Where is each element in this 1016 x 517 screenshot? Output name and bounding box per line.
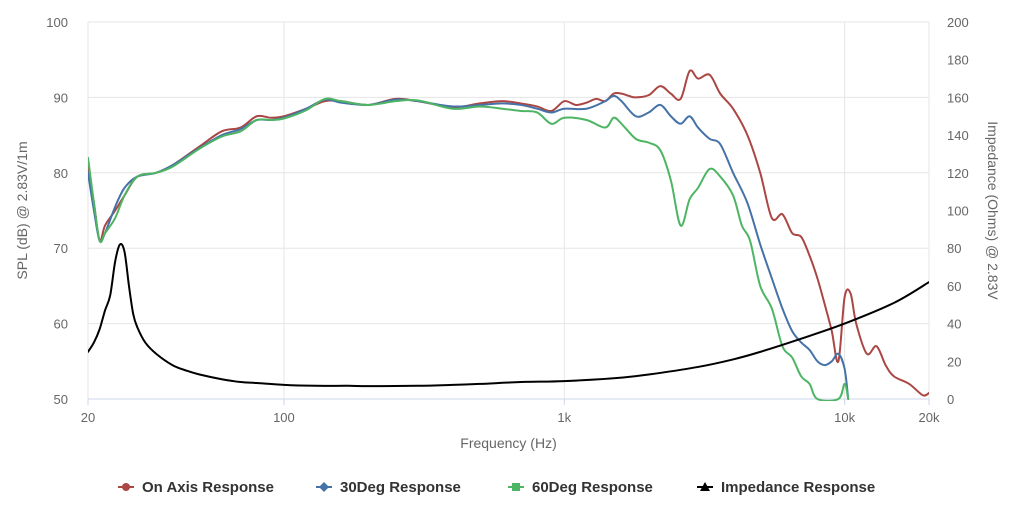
y-tick-label: 80: [54, 166, 68, 181]
legend: On Axis Response 30Deg Response 60Deg Resp…: [118, 479, 875, 496]
x-tick-label: 1k: [557, 410, 571, 425]
circle-marker-icon: [122, 483, 130, 491]
right-y-axis-ticks: 0 20 40 60 80 100 120 140 160 180 200: [947, 15, 969, 407]
y-tick-label: 100: [46, 15, 68, 30]
x-tick-label: 100: [273, 410, 295, 425]
legend-label: 60Deg Response: [532, 479, 653, 496]
y2-tick-label: 80: [947, 241, 961, 256]
y-tick-label: 50: [54, 392, 68, 407]
y2-tick-label: 200: [947, 15, 969, 30]
triangle-marker-icon: [700, 482, 710, 491]
y2-tick-label: 40: [947, 317, 961, 332]
x-tick-label: 20k: [919, 410, 940, 425]
legend-label: On Axis Response: [142, 479, 274, 496]
legend-item-60deg[interactable]: 60Deg Response: [508, 479, 653, 496]
series-line-30deg: [88, 94, 850, 400]
y-tick-label: 90: [54, 90, 68, 105]
y2-tick-label: 20: [947, 354, 961, 369]
y-tick-label: 60: [54, 317, 68, 332]
y2-tick-label: 160: [947, 90, 969, 105]
left-y-axis-ticks: 50 60 70 80 90 100: [46, 15, 68, 407]
series-line-impedance: [88, 242, 929, 388]
y2-tick-label: 120: [947, 166, 969, 181]
legend-item-impedance[interactable]: Impedance Response: [697, 479, 875, 496]
series-line-60deg: [88, 97, 850, 401]
left-y-axis-title: SPL (dB) @ 2.83V/1m: [14, 141, 30, 279]
y2-tick-label: 60: [947, 279, 961, 294]
y2-tick-label: 0: [947, 392, 954, 407]
x-axis-ticks: 20 100 1k 10k 20k: [81, 399, 940, 425]
diamond-marker-icon: [319, 482, 329, 492]
y2-tick-label: 180: [947, 53, 969, 68]
x-axis-title: Frequency (Hz): [460, 435, 556, 451]
y-tick-label: 70: [54, 241, 68, 256]
y2-tick-label: 140: [947, 128, 969, 143]
legend-label: 30Deg Response: [340, 479, 461, 496]
series-line-on-axis: [88, 69, 929, 397]
right-y-axis-title: Impedance (Ohms) @ 2.83V: [985, 121, 1001, 300]
series-lines: [88, 69, 929, 401]
legend-item-on-axis[interactable]: On Axis Response: [118, 479, 274, 496]
y2-tick-label: 100: [947, 204, 969, 219]
legend-item-30deg[interactable]: 30Deg Response: [316, 479, 461, 496]
square-marker-icon: [512, 483, 520, 491]
grid: [87, 21, 930, 400]
x-tick-label: 10k: [834, 410, 855, 425]
legend-label: Impedance Response: [721, 479, 875, 496]
x-tick-label: 20: [81, 410, 95, 425]
